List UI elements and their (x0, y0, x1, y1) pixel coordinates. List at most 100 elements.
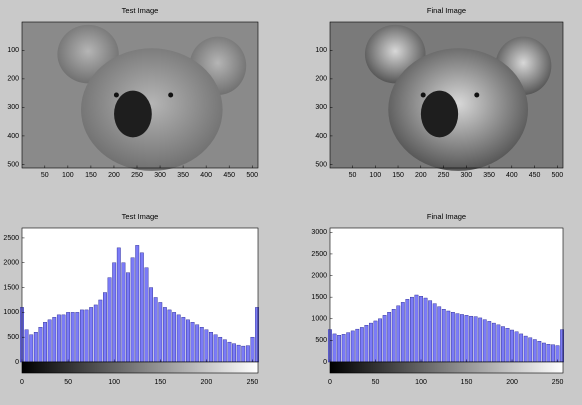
bar (52, 317, 57, 363)
bar (373, 320, 378, 363)
bar (505, 328, 510, 363)
bar (107, 277, 112, 363)
y-tick-label: 0 (15, 359, 19, 366)
bar (369, 322, 373, 363)
bar (414, 294, 419, 363)
bar (245, 345, 250, 363)
bar (346, 332, 351, 363)
bar (47, 319, 52, 363)
bar (190, 322, 195, 363)
bar (204, 329, 209, 363)
y-tick-label: 100 (7, 47, 19, 54)
bar (528, 337, 533, 363)
bar (112, 262, 117, 363)
y-tick-label: 0 (323, 359, 327, 366)
y-tick-label: 1500 (311, 294, 327, 301)
x-tick-label: 200 (108, 172, 120, 179)
bar (464, 315, 469, 363)
x-tick-label: 400 (506, 172, 518, 179)
bar (396, 305, 401, 363)
bar (43, 322, 47, 363)
y-tick-label: 300 (315, 104, 327, 111)
bar (428, 300, 433, 363)
y-tick-label: 2500 (311, 251, 327, 258)
bar (546, 344, 551, 363)
bar (250, 336, 255, 363)
bar (222, 339, 227, 363)
x-tick-label: 100 (369, 172, 381, 179)
colorbar (329, 361, 564, 374)
koala-nose (114, 90, 152, 138)
koala-eye (420, 92, 426, 98)
bar (61, 314, 66, 363)
y-tick-label: 200 (315, 76, 327, 83)
y-tick-label: 400 (315, 133, 327, 140)
chart-title: Final Image (427, 212, 466, 221)
x-tick-label: 0 (20, 379, 24, 386)
x-tick-label: 500 (246, 172, 258, 179)
x-tick-label: 100 (62, 172, 74, 179)
x-tick-label: 200 (415, 172, 427, 179)
koala-eye (168, 92, 174, 98)
bar (75, 312, 80, 363)
bar (56, 314, 61, 363)
bar (350, 330, 355, 363)
bar (441, 309, 446, 363)
y-tick-label: 200 (7, 76, 19, 83)
x-tick-label: 200 (506, 379, 518, 386)
koala-head (81, 48, 223, 171)
x-tick-label: 200 (201, 379, 213, 386)
bar (103, 292, 107, 363)
bar (144, 267, 149, 363)
bar (478, 317, 483, 363)
x-tick-label: 300 (154, 172, 166, 179)
bar (341, 334, 346, 363)
bar (419, 296, 423, 363)
bar (158, 302, 163, 363)
y-tick-label: 3000 (311, 229, 327, 236)
bar (195, 324, 200, 363)
y-tick-label: 1000 (3, 309, 19, 316)
chart-title: Test Image (122, 6, 159, 15)
x-tick-label: 50 (372, 379, 380, 386)
chart-title: Test Image (122, 212, 159, 221)
bar (149, 287, 153, 363)
bar (437, 306, 442, 363)
koala-head (388, 48, 529, 171)
bar (519, 333, 524, 363)
y-tick-label: 500 (315, 337, 327, 344)
bar (218, 336, 223, 363)
bar (121, 262, 126, 363)
y-tick-label: 400 (7, 133, 19, 140)
x-tick-label: 500 (551, 172, 563, 179)
bar (139, 252, 144, 363)
bar (496, 324, 501, 363)
x-tick-label: 400 (200, 172, 212, 179)
x-tick-label: 450 (529, 172, 541, 179)
bar (355, 328, 360, 363)
bar (98, 299, 103, 363)
y-tick-label: 500 (7, 334, 19, 341)
bar (541, 342, 546, 363)
bar (236, 344, 241, 363)
bar (153, 297, 158, 363)
bar (130, 257, 135, 363)
bar (405, 299, 410, 363)
axes-frame (329, 21, 564, 169)
bar (410, 296, 414, 363)
x-tick-label: 450 (223, 172, 235, 179)
bar (172, 312, 177, 363)
bar (33, 332, 38, 363)
y-tick-label: 500 (315, 161, 327, 168)
bar (510, 329, 514, 363)
bar (473, 316, 478, 363)
bar (181, 317, 186, 363)
bar (337, 335, 342, 363)
bar (446, 310, 451, 363)
bar (84, 309, 89, 363)
x-tick-label: 150 (154, 379, 166, 386)
bar (186, 319, 190, 363)
image (330, 22, 563, 171)
x-tick-label: 0 (328, 379, 332, 386)
bar (227, 341, 232, 363)
